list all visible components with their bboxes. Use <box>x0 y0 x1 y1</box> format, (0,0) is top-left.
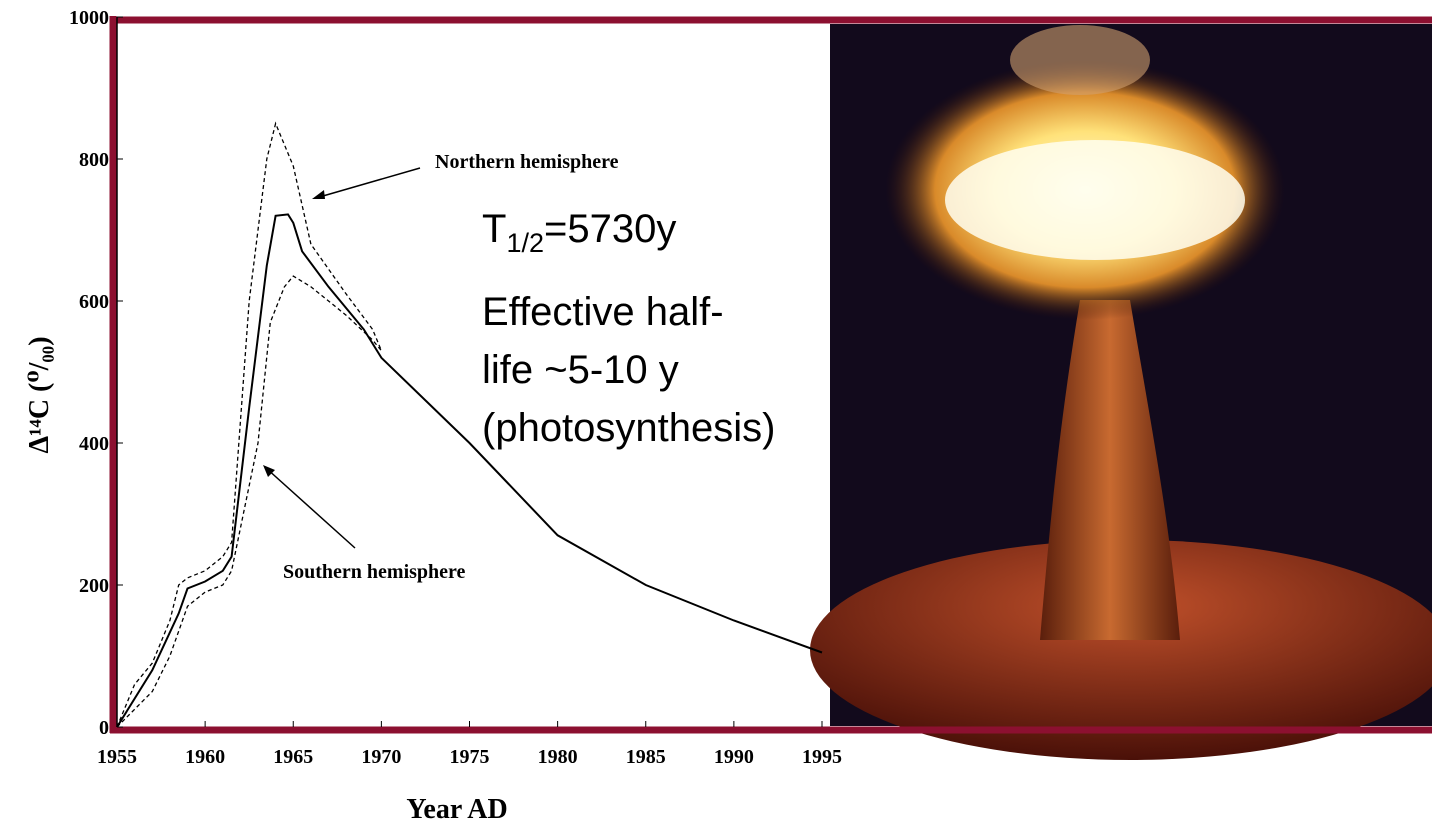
photo <box>810 24 1432 760</box>
x-tick-label: 1955 <box>97 746 137 768</box>
arrow <box>266 468 355 548</box>
x-tick-label: 1960 <box>185 746 225 768</box>
y-tick-label: 400 <box>79 433 109 455</box>
y-tick-label: 200 <box>79 575 109 597</box>
slide: 0 200 400 600 800 1000 1955 1960 1965 1970 1975 198… <box>0 0 1432 824</box>
annotation: Southern hemisphere <box>283 561 466 583</box>
text: T <box>482 207 506 251</box>
y-tick-label: 800 <box>79 149 109 171</box>
y-tick-label: 0 <box>99 717 109 739</box>
x-tick-label: 1985 <box>626 746 666 768</box>
effective-half-life: life ~5-10 y <box>482 348 679 392</box>
x-tick-label: 1970 <box>361 746 401 768</box>
chart: 0 200 400 600 800 1000 1955 1960 1965 1970 1975 198… <box>69 7 842 768</box>
arrow <box>316 168 420 198</box>
x-axis-label: Year AD <box>406 794 507 824</box>
annotation: Northern hemisphere <box>435 151 619 173</box>
y-tick-label: 1000 <box>69 7 109 29</box>
x-tick-label: 1990 <box>714 746 754 768</box>
y-axis-label: Δ¹⁴C (⁰/₀₀) <box>24 336 55 453</box>
y-tick-label: 600 <box>79 291 109 313</box>
x-tick-label: 1980 <box>538 746 578 768</box>
page: {"chart_data": { "type": "line", "xlabel… <box>0 0 1432 824</box>
effective-half-life: Effective half- <box>482 290 724 334</box>
line <box>117 124 381 728</box>
text: =5730y <box>544 207 676 251</box>
x-tick-label: 1995 <box>802 746 842 768</box>
effective-half-life: (photosynthesis) <box>482 406 775 450</box>
half-life: T1/2=5730y <box>482 207 676 258</box>
x-tick-label: 1975 <box>450 746 490 768</box>
subscript: 1/2 <box>506 228 544 258</box>
x-tick-label: 1965 <box>273 746 313 768</box>
arrow-head <box>312 190 325 199</box>
